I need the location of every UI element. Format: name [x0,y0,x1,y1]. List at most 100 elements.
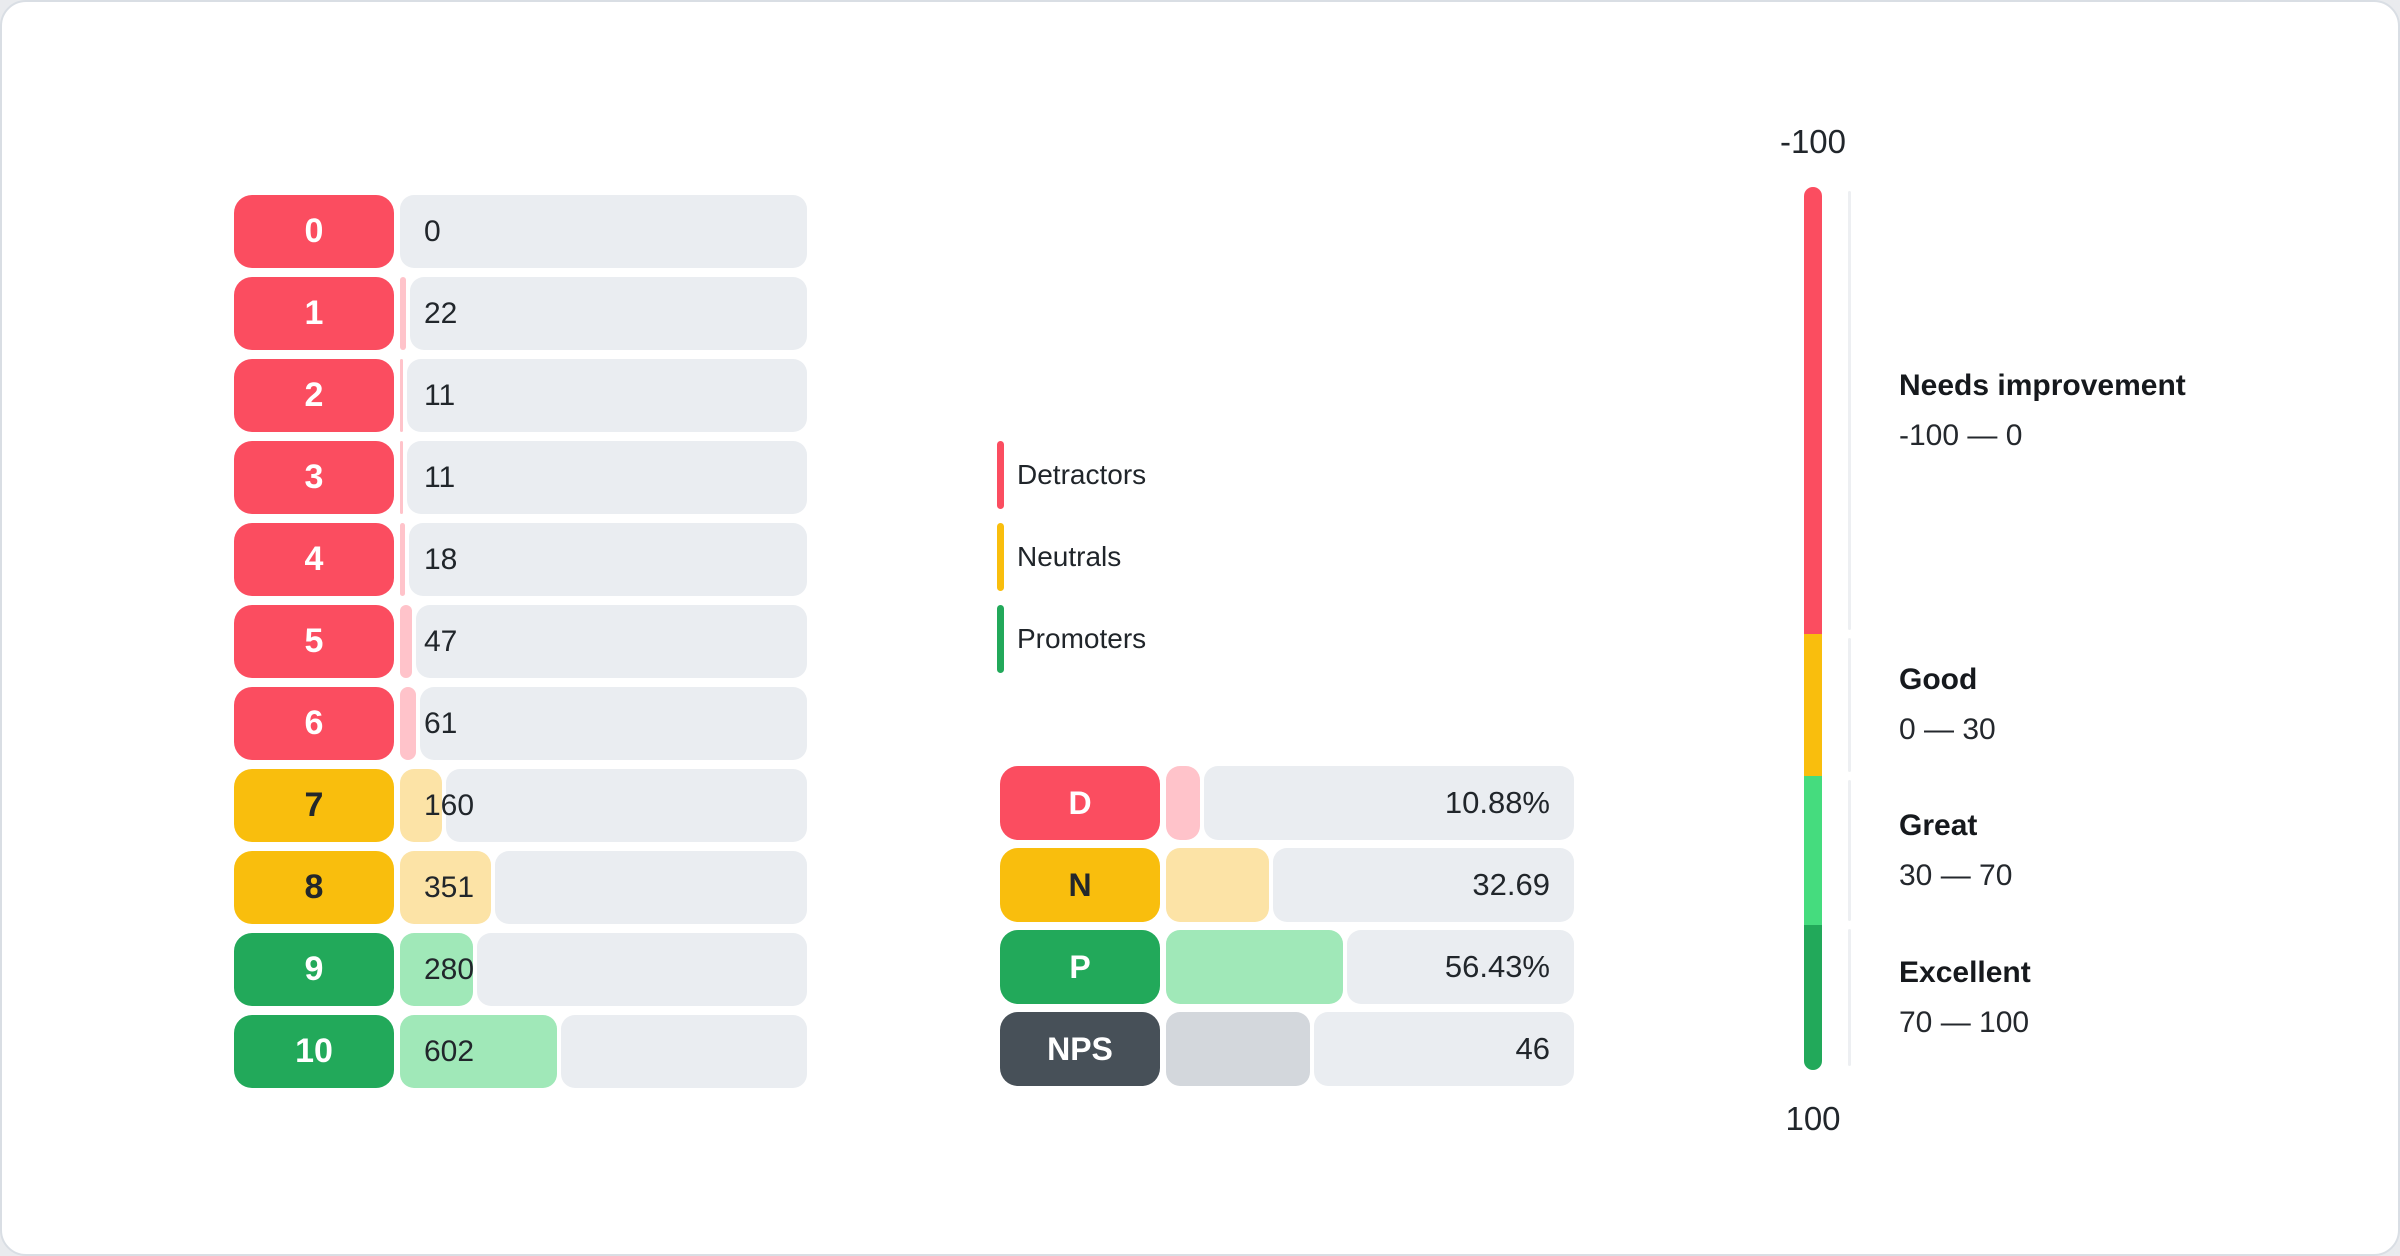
zone-name: Excellent [1899,955,2031,989]
score-track-rest [420,687,807,760]
summary-chip: N [1000,848,1160,922]
score-row[interactable]: 1 22 [234,277,807,350]
zone-name: Good [1899,663,1978,696]
score-track-rest [410,277,807,350]
score-bar-fill [400,605,412,678]
legend-label: Neutrals [1017,541,1122,572]
score-chip: 1 [234,277,394,350]
score-row[interactable]: 2 11 [234,359,807,432]
legend-item-neutral[interactable]: Neutrals [997,522,1146,592]
score-track-rest [409,523,807,596]
score-row[interactable]: 3 11 [234,441,807,514]
score-row[interactable]: 5 47 [234,605,807,678]
score-chip: 5 [234,605,394,678]
score-row[interactable]: 10 602 [234,1015,807,1088]
legend-item-detractor[interactable]: Detractors [997,440,1146,510]
score-track-rest [561,1015,807,1088]
summary-track-rest [1314,1012,1574,1086]
zone-label-needs-improvement: Needs improvement -100 — 0 [1899,368,2186,454]
legend-label: Promoters [1017,623,1147,654]
score-count-value: 61 [424,706,458,740]
gauge-segment-great [1804,776,1822,925]
axis-segment [1848,191,1851,630]
summary-value: 46 [1515,1031,1550,1066]
score-bar-fill [400,769,442,842]
score-track: 0 [400,195,807,268]
score-track: 602 [400,1015,807,1088]
score-count-value: 351 [424,870,475,904]
gauge-axis-line [1848,187,1851,1070]
score-row[interactable]: 7 160 [234,769,807,842]
score-track: 18 [400,523,807,596]
zone-label-great: Great 30 — 70 [1899,808,2012,894]
summary-row-p[interactable]: P 56.43% [1000,930,1574,1004]
gauge-max-negative-label: -100 [1779,123,1847,160]
score-bar-fill [400,933,473,1006]
summary-value: 56.43% [1444,949,1550,984]
legend-item-promoter[interactable]: Promoters [997,604,1146,674]
zone-name: Needs improvement [1899,368,2186,402]
summary-chip: P [1000,930,1160,1004]
score-row[interactable]: 9 280 [234,933,807,1006]
score-bar-fill [400,523,405,596]
summary-bar-fill [1166,766,1200,840]
score-chip: 2 [234,359,394,432]
score-row[interactable]: 4 18 [234,523,807,596]
legend-color-swatch [997,605,1004,673]
score-track-rest [416,605,807,678]
zone-name: Great [1899,808,1978,842]
score-track: 22 [400,277,807,350]
score-count-value: 280 [424,952,475,986]
summary-row-nps[interactable]: NPS 46 [1000,1012,1574,1086]
score-chip: 10 [234,1015,394,1088]
score-track-rest [477,933,807,1006]
score-track: 351 [400,851,807,924]
score-count-value: 602 [424,1034,475,1068]
zone-range: 30 — 70 [1899,858,2013,892]
summary-track-rest [1273,848,1574,922]
summary-bar-fill [1166,1012,1310,1086]
score-row[interactable]: 8 351 [234,851,807,924]
score-track: 280 [400,933,807,1006]
score-track-rest [407,359,807,432]
legend-color-swatch [997,441,1004,509]
score-count-value: 11 [424,460,456,494]
score-chip: 4 [234,523,394,596]
nps-summary-chart: D 10.88% N 32.69 P 56.43% NPS 46 [1000,766,1574,1094]
score-bar-fill [400,851,491,924]
summary-chip: D [1000,766,1160,840]
score-track: 11 [400,441,807,514]
score-row[interactable]: 6 61 [234,687,807,760]
score-track-rest [495,851,807,924]
score-chip: 8 [234,851,394,924]
summary-track: 32.69 [1166,848,1574,922]
axis-segment [1848,780,1851,921]
score-track-rest [446,769,807,842]
score-chip: 3 [234,441,394,514]
score-count-value: 11 [424,378,456,412]
gauge-segment-excellent [1804,925,1822,1070]
score-track: 160 [400,769,807,842]
legend-label: Detractors [1017,459,1147,490]
score-count-value: 47 [424,624,458,658]
summary-value: 32.69 [1472,867,1550,902]
axis-segment [1848,929,1851,1066]
score-count-value: 0 [424,214,441,248]
axis-segment [1848,638,1851,772]
score-count-value: 22 [424,296,458,330]
zone-label-good: Good 0 — 30 [1899,662,1996,748]
score-bar-fill [400,441,403,514]
legend: Detractors Neutrals Promoters [997,440,1146,686]
summary-row-n[interactable]: N 32.69 [1000,848,1574,922]
score-chip: 6 [234,687,394,760]
summary-value: 10.88% [1444,785,1550,820]
score-bar-fill [400,277,406,350]
score-track: 11 [400,359,807,432]
score-chip: 7 [234,769,394,842]
legend-color-swatch [997,523,1004,591]
nps-gauge-bar [1804,187,1822,1070]
summary-row-d[interactable]: D 10.88% [1000,766,1574,840]
summary-track: 10.88% [1166,766,1574,840]
